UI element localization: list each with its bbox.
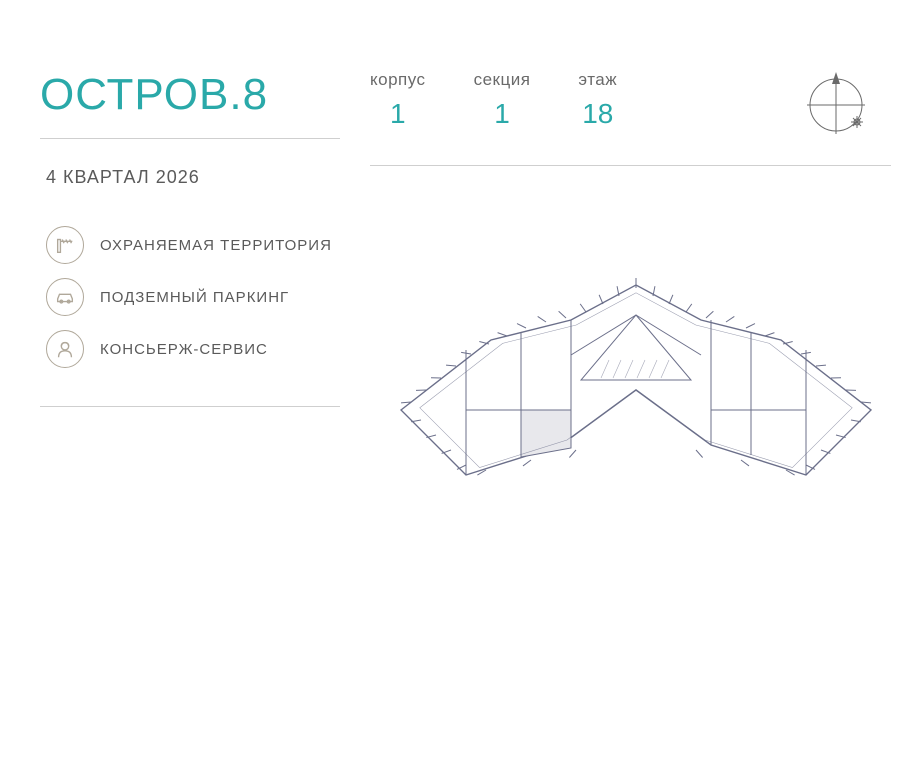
feature-label: ПОДЗЕМНЫЙ ПАРКИНГ [100, 289, 289, 306]
feature-label: КОНСЬЕРЖ-СЕРВИС [100, 341, 268, 358]
info-building: корпус 1 [370, 70, 426, 130]
feature-label: ОХРАНЯЕМАЯ ТЕРРИТОРИЯ [100, 237, 332, 254]
concierge-icon [46, 330, 84, 368]
info-row: корпус 1 секция 1 этаж 18 [370, 70, 891, 145]
info-label: секция [474, 70, 531, 90]
project-title: ОСТРОВ.8 [40, 70, 340, 120]
divider [40, 138, 340, 139]
divider [370, 165, 891, 166]
info-label: этаж [578, 70, 617, 90]
barrier-icon [46, 226, 84, 264]
info-value: 1 [390, 98, 406, 130]
info-value: 1 [494, 98, 510, 130]
car-icon [46, 278, 84, 316]
left-panel: ОСТРОВ.8 4 КВАРТАЛ 2026 ОХРАНЯЕМАЯ ТЕРРИ… [0, 0, 370, 768]
info-floor: этаж 18 [578, 70, 617, 130]
info-section: секция 1 [474, 70, 531, 130]
feature-parking: ПОДЗЕМНЫЙ ПАРКИНГ [46, 278, 340, 316]
completion-date: 4 КВАРТАЛ 2026 [46, 167, 340, 188]
floorplan-diagram [370, 260, 901, 510]
divider [40, 406, 340, 407]
feature-concierge: КОНСЬЕРЖ-СЕРВИС [46, 330, 340, 368]
info-label: корпус [370, 70, 426, 90]
features-list: ОХРАНЯЕМАЯ ТЕРРИТОРИЯ ПОДЗЕМНЫЙ ПАРКИНГ [40, 226, 340, 368]
right-panel: корпус 1 секция 1 этаж 18 [370, 0, 921, 768]
info-value: 18 [582, 98, 613, 130]
feature-secured-area: ОХРАНЯЕМАЯ ТЕРРИТОРИЯ [46, 226, 340, 264]
compass-icon [801, 70, 871, 145]
